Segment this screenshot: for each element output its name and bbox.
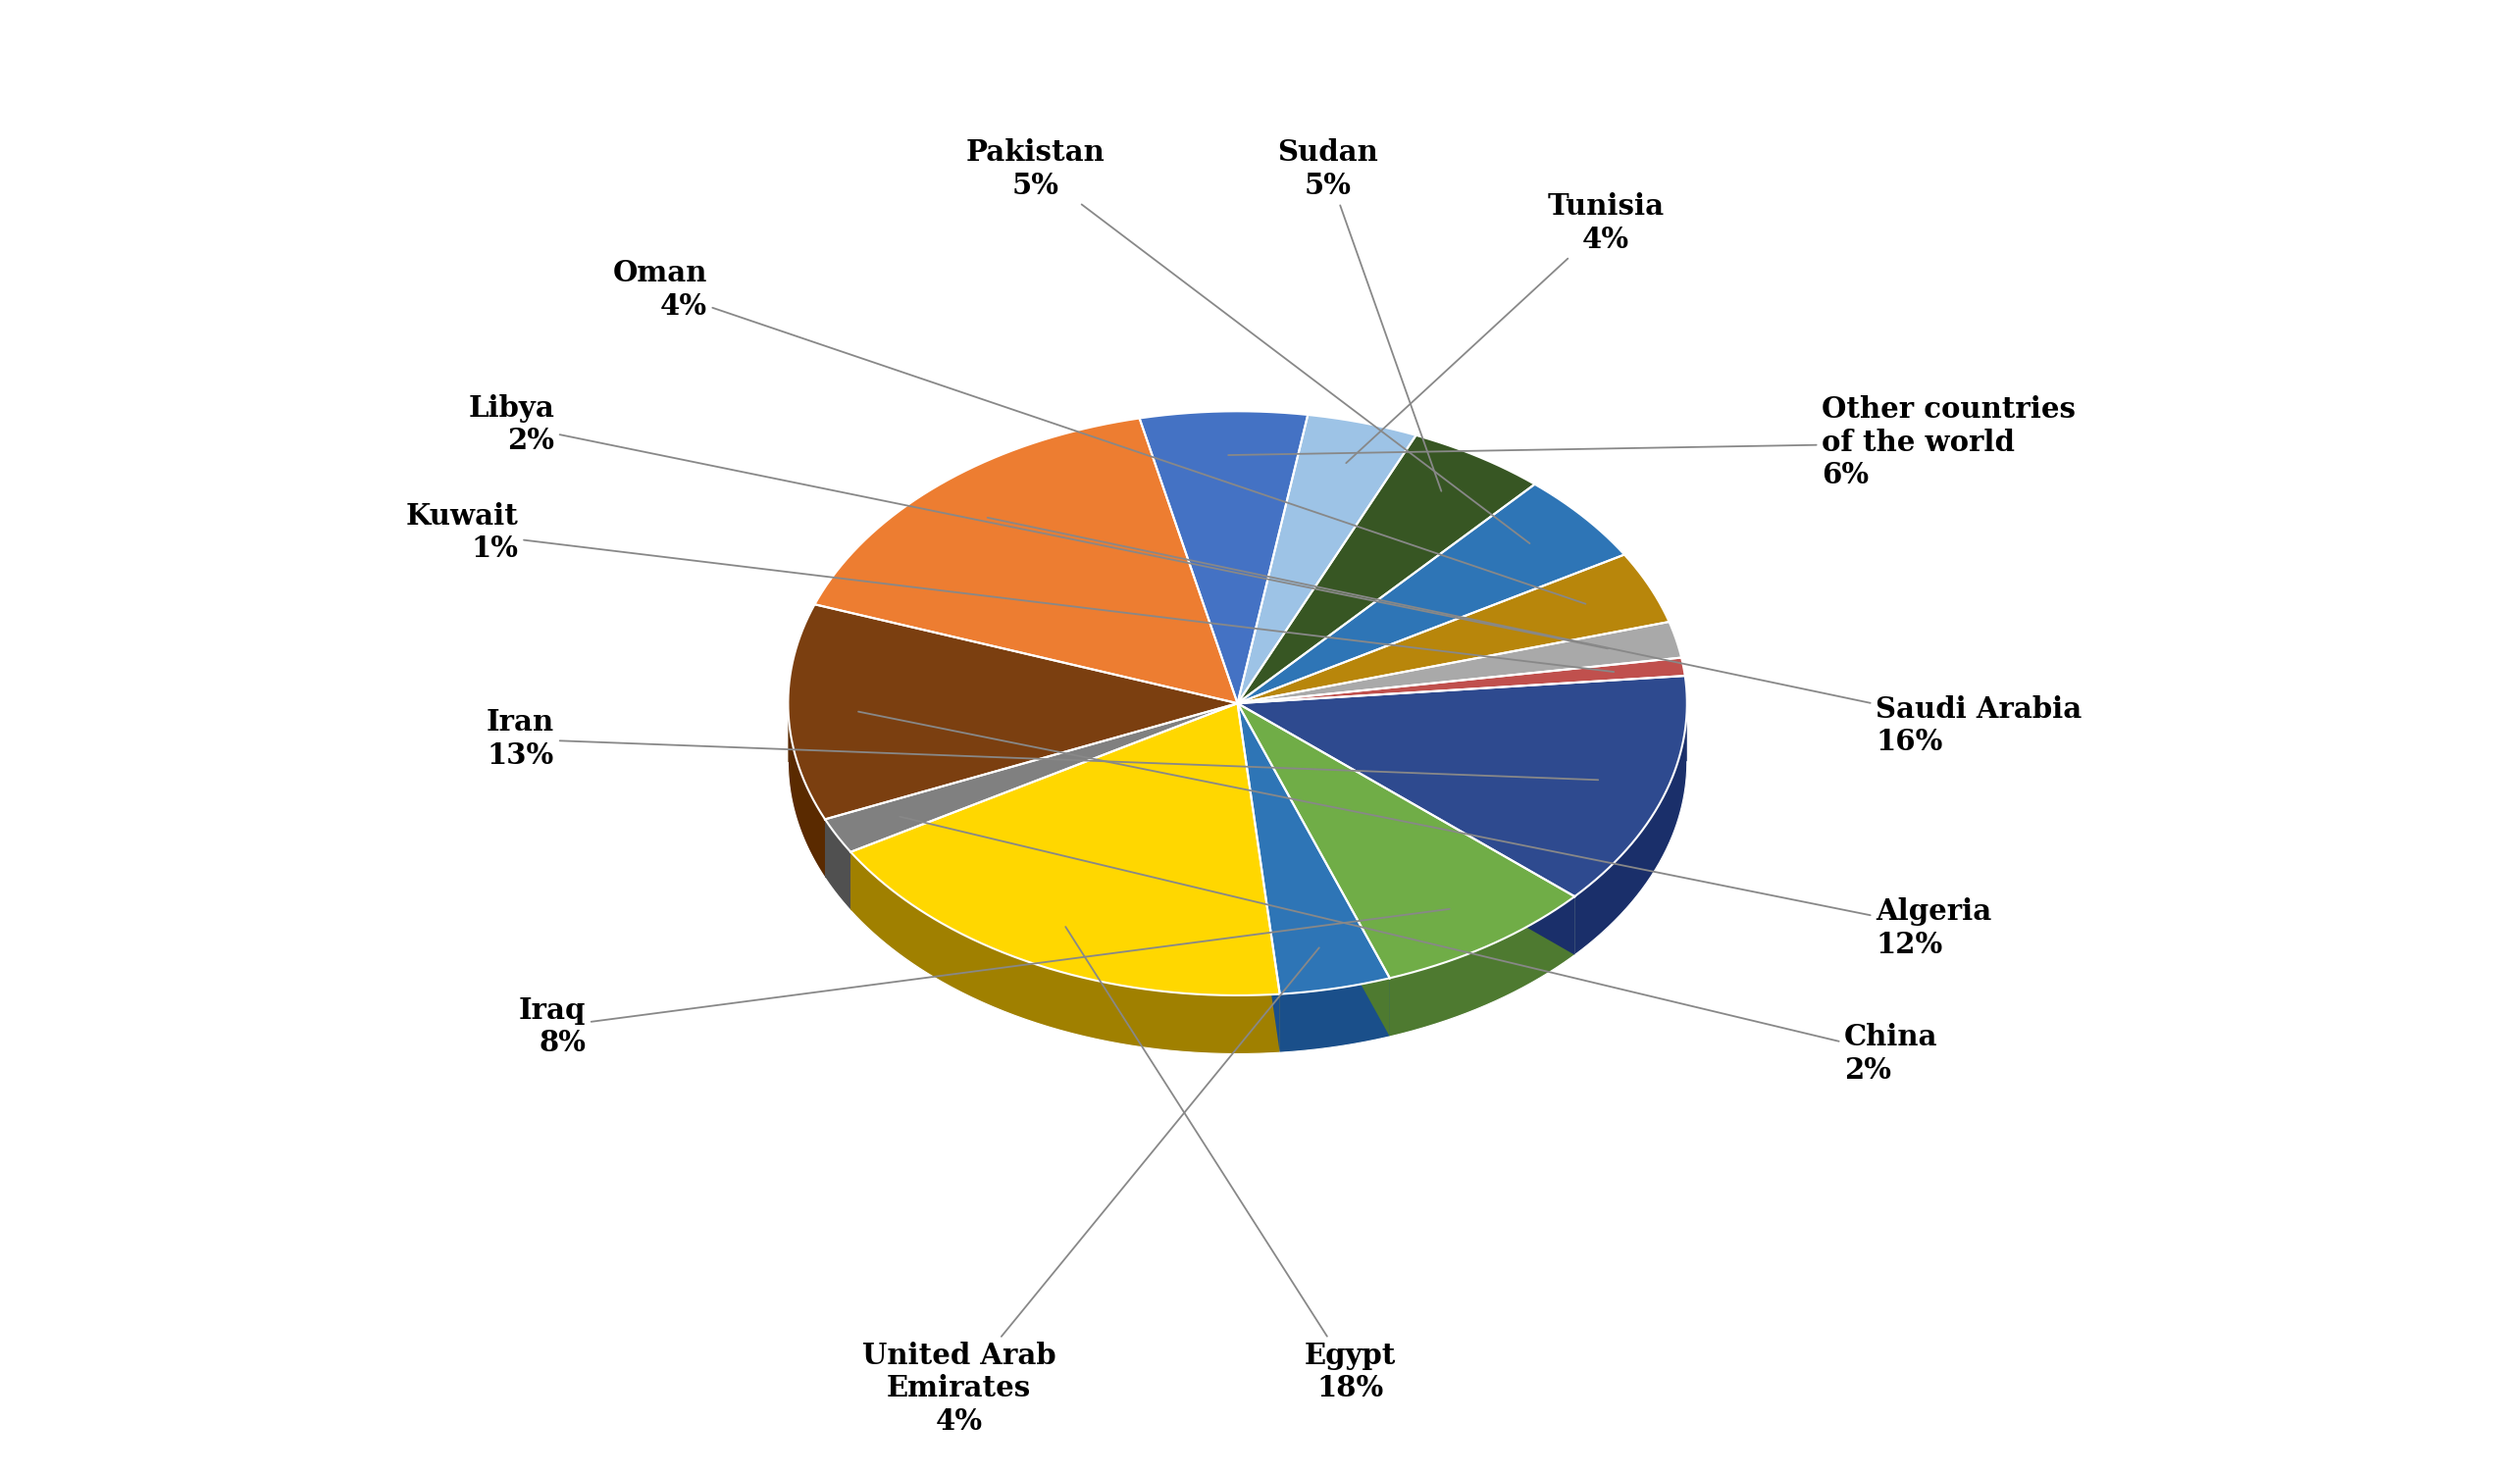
Polygon shape — [824, 703, 1237, 877]
Text: Other countries
of the world
6%: Other countries of the world 6% — [1227, 395, 2076, 489]
Text: Oman
4%: Oman 4% — [612, 259, 1585, 604]
Text: Egypt
18%: Egypt 18% — [1066, 927, 1396, 1403]
Polygon shape — [1237, 703, 1280, 1052]
Polygon shape — [824, 703, 1237, 852]
Polygon shape — [1280, 979, 1389, 1052]
Polygon shape — [1139, 411, 1308, 703]
Polygon shape — [814, 419, 1237, 703]
Polygon shape — [824, 820, 852, 911]
Text: Iraq
8%: Iraq 8% — [519, 909, 1449, 1057]
Text: Kuwait
1%: Kuwait 1% — [406, 501, 1613, 672]
Text: Tunisia
4%: Tunisia 4% — [1346, 193, 1666, 463]
Polygon shape — [789, 705, 824, 877]
Text: China
2%: China 2% — [900, 817, 1938, 1085]
Polygon shape — [789, 604, 1237, 820]
Polygon shape — [1237, 675, 1686, 896]
Polygon shape — [1237, 435, 1535, 703]
Polygon shape — [1237, 703, 1575, 979]
Text: Iran
13%: Iran 13% — [486, 709, 1598, 780]
Polygon shape — [1237, 703, 1389, 993]
Polygon shape — [1237, 703, 1389, 1036]
Polygon shape — [1237, 485, 1625, 703]
Polygon shape — [852, 703, 1237, 911]
Text: Saudi Arabia
16%: Saudi Arabia 16% — [988, 517, 2082, 756]
Text: Algeria
12%: Algeria 12% — [859, 712, 1991, 958]
Polygon shape — [1237, 703, 1575, 955]
Polygon shape — [852, 703, 1280, 995]
Text: Pakistan
5%: Pakistan 5% — [965, 139, 1530, 544]
Text: Libya
2%: Libya 2% — [469, 394, 1608, 649]
Polygon shape — [824, 703, 1237, 877]
Polygon shape — [852, 703, 1237, 911]
Polygon shape — [1237, 657, 1686, 703]
Polygon shape — [1389, 896, 1575, 1036]
Polygon shape — [1237, 703, 1575, 955]
Polygon shape — [1575, 703, 1686, 955]
Polygon shape — [852, 852, 1280, 1054]
Polygon shape — [1237, 622, 1681, 703]
Text: United Arab
Emirates
4%: United Arab Emirates 4% — [862, 948, 1318, 1436]
Polygon shape — [1237, 703, 1389, 1036]
Polygon shape — [1237, 554, 1668, 703]
Text: Sudan
5%: Sudan 5% — [1278, 139, 1441, 491]
Polygon shape — [1237, 414, 1416, 703]
Polygon shape — [1237, 703, 1280, 1052]
